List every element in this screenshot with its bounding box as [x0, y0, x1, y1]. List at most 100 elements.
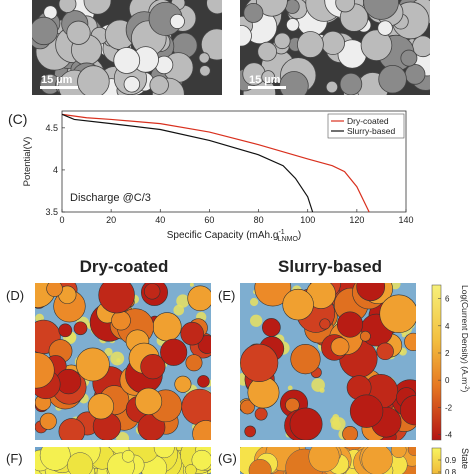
particle: [149, 75, 169, 95]
scale-bar-label: 15 µm: [249, 74, 281, 86]
particle: [279, 71, 309, 95]
particle: [274, 32, 291, 50]
particle: [282, 288, 314, 321]
particle: [248, 459, 272, 474]
particle: [379, 294, 416, 333]
x-axis-label-sup: -1: [278, 229, 284, 236]
panel-label: (G): [218, 451, 237, 466]
particle: [35, 352, 55, 389]
panel-label: (F): [6, 451, 23, 466]
scale-bar-label: 15 µm: [41, 74, 73, 86]
particle: [320, 30, 345, 55]
particle: [87, 393, 114, 420]
x-tick-label: 120: [349, 215, 364, 225]
image-panel: [240, 283, 416, 440]
particle: [404, 332, 416, 352]
particle: [174, 375, 192, 393]
particle: [32, 16, 59, 46]
colorbar-label: Log(Current Density) (A.m-2): [460, 285, 470, 393]
particle: [73, 321, 88, 336]
particle: [336, 311, 364, 338]
particle: [181, 388, 211, 426]
particle: [255, 0, 288, 17]
heading: Slurry-based: [278, 257, 382, 276]
particle: [123, 76, 141, 93]
series-line: [61, 113, 314, 213]
particle: [111, 310, 131, 331]
particle: [152, 312, 182, 342]
particle: [390, 447, 407, 459]
particle: [296, 31, 324, 58]
particle: [325, 80, 339, 94]
particle: [191, 449, 211, 471]
series-line: [61, 113, 370, 213]
x-tick-label: 40: [155, 215, 165, 225]
particle: [206, 0, 222, 15]
particle: [290, 344, 321, 375]
colorbar-tick-label: 0: [445, 376, 450, 385]
particle: [192, 420, 211, 440]
particle: [199, 65, 211, 77]
particle: [198, 52, 210, 64]
particle: [185, 354, 203, 372]
particle: [377, 20, 393, 36]
particle: [376, 342, 394, 361]
y-tick-label: 4: [53, 165, 58, 175]
particle: [240, 343, 279, 383]
binder: [116, 432, 130, 440]
y-axis-label: Potential(V): [22, 137, 33, 187]
particle: [169, 13, 185, 29]
particle: [77, 65, 110, 95]
y-tick-label: 3.5: [45, 207, 58, 217]
colorbar-tick-label: 0.8: [445, 468, 457, 474]
binder: [176, 294, 190, 308]
particle: [339, 72, 363, 95]
particle: [361, 447, 393, 474]
particle: [289, 407, 323, 440]
x-tick-label: 100: [300, 215, 315, 225]
binder: [189, 283, 194, 287]
particle: [66, 20, 91, 45]
colorbar-tick-label: -2: [445, 403, 453, 412]
particle: [67, 452, 94, 474]
heading: Dry-coated: [80, 257, 169, 276]
binder: [249, 314, 263, 327]
particle: [134, 387, 163, 415]
colorbar-label-text: Log(Current Density) (A.m: [460, 285, 470, 384]
panel-label: (C): [8, 111, 27, 127]
panel-label: (E): [218, 288, 235, 303]
particle: [240, 25, 252, 47]
x-tick-label: 20: [106, 215, 116, 225]
x-tick-label: 60: [204, 215, 214, 225]
particle: [335, 0, 356, 13]
x-axis-label: Specific Capacity (mAh.g-1 LNMO): [167, 229, 302, 243]
particle: [187, 285, 211, 312]
colorbar: [431, 447, 442, 474]
particle: [144, 283, 161, 300]
binder: [116, 358, 121, 363]
particle: [254, 283, 292, 307]
particle: [360, 29, 393, 62]
particle: [58, 418, 86, 440]
legend-box: [327, 113, 405, 139]
particle: [153, 447, 175, 459]
particle: [349, 394, 384, 428]
particle: [261, 70, 276, 84]
binder: [249, 297, 259, 307]
particle: [83, 0, 112, 15]
particle: [400, 49, 418, 67]
image-panel: [35, 447, 211, 474]
colorbar-label: State: [460, 448, 470, 469]
particle: [330, 337, 350, 357]
particle: [244, 425, 256, 438]
particle: [342, 426, 358, 440]
particle: [240, 399, 255, 415]
colorbar-tick-label: 0.9: [445, 456, 457, 465]
binder: [287, 385, 293, 391]
particle: [308, 447, 340, 473]
colorbar-label-end: ): [460, 390, 470, 393]
colorbar-tick-label: 2: [445, 349, 450, 358]
particle: [257, 41, 277, 62]
particle: [75, 347, 110, 382]
particle: [262, 318, 281, 337]
